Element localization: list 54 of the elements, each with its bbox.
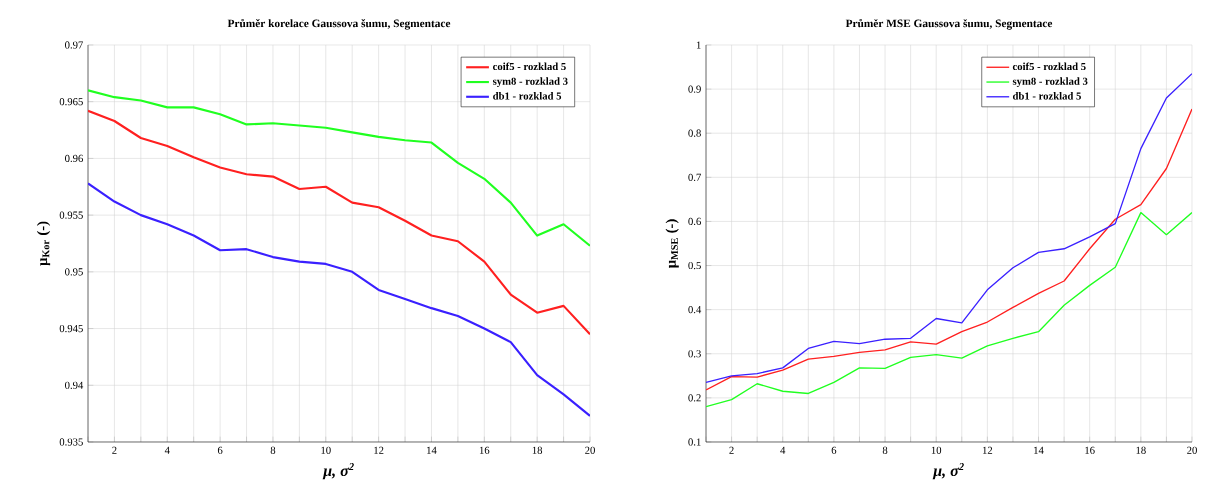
legend-label: sym8 - rozklad 3 (492, 77, 568, 88)
y-tick-label: 0.945 (59, 324, 83, 333)
y-tick-label: 0.94 (65, 381, 84, 389)
line-series (706, 211, 1192, 408)
y-tick-label: 0.3 (688, 350, 701, 358)
legend-label: sym8 - rozklad 3 (1012, 77, 1088, 88)
y-tick-label: 0.96 (65, 154, 83, 163)
x-tick-label: 14 (1034, 446, 1044, 454)
y-tick-label: 0.97 (65, 41, 83, 49)
x-tick-label: 4 (780, 446, 786, 454)
chart-title: Průměr MSE Gaussova šumu, Segmentace (845, 18, 1053, 30)
x-tick-label: 6 (217, 446, 223, 454)
x-tick-label: 12 (374, 446, 384, 454)
x-tick-label: 2 (729, 446, 734, 454)
x-tick-label: 8 (882, 446, 888, 454)
y-axis-title: μ$_{MSE}$ (-) (665, 219, 679, 269)
y-tick-label: 1 (696, 41, 701, 49)
line-series (88, 109, 591, 336)
y-tick-label: 0.95 (65, 268, 83, 276)
y-tick-label: 0.935 (59, 438, 83, 446)
x-tick-label: 16 (1085, 446, 1095, 454)
legend-label: coif5 - rozklad 5 (493, 62, 566, 71)
y-tick-label: 0.5 (688, 261, 701, 270)
x-tick-label: 6 (831, 446, 837, 454)
y-axis-title: μ$_{Kor}$ (-) (36, 221, 51, 266)
x-axis-title: μ, σ$^{2}$ (932, 463, 964, 480)
legend-label: db1 - rozklad 5 (1012, 92, 1081, 100)
y-tick-label: 0.4 (688, 306, 702, 314)
x-tick-label: 16 (479, 446, 490, 454)
y-tick-label: 0.955 (59, 211, 83, 219)
x-tick-label: 2 (112, 446, 117, 454)
x-axis-title: μ, σ$^{2}$ (322, 463, 354, 480)
line-series (88, 182, 591, 417)
y-tick-label: 0.9 (688, 85, 701, 93)
legend-label: coif5 - rozklad 5 (1012, 62, 1086, 71)
y-tick-label: 0.965 (59, 98, 83, 106)
x-tick-label: 4 (164, 446, 170, 454)
line-series (88, 89, 591, 247)
x-tick-label: 10 (321, 446, 331, 454)
x-tick-label: 18 (1136, 446, 1146, 454)
y-tick-label: 0.6 (688, 217, 701, 226)
x-tick-label: 18 (532, 446, 543, 454)
x-tick-label: 10 (931, 446, 942, 454)
y-tick-label: 0.8 (688, 129, 701, 137)
x-tick-label: 8 (270, 446, 276, 454)
x-tick-label: 14 (427, 446, 437, 454)
legend-label: db1 - rozklad 5 (493, 92, 562, 100)
x-tick-label: 12 (982, 446, 993, 454)
chart-title: Průměr korelace Gaussova šumu, Segmentace (227, 18, 451, 30)
y-tick-label: 0.1 (688, 438, 701, 446)
x-tick-label: 20 (1187, 446, 1197, 454)
x-tick-label: 20 (585, 446, 595, 454)
y-tick-label: 0.7 (688, 173, 701, 181)
y-tick-label: 0.2 (688, 394, 701, 402)
